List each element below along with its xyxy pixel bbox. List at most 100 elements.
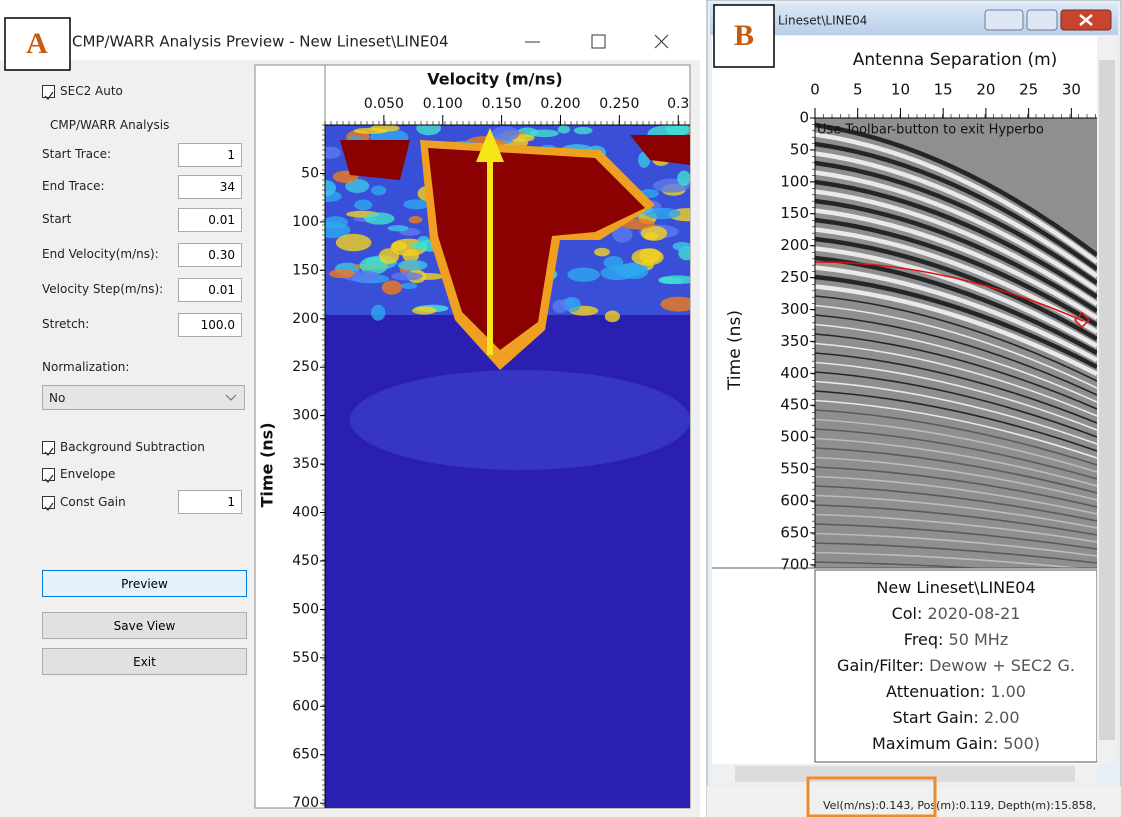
maximize[interactable] (1027, 10, 1057, 30)
y-tick-label: 500 (780, 428, 809, 446)
y-axis-title: Time (ns) (725, 310, 745, 391)
y-tick-label: 700 (780, 555, 809, 573)
y-tick-label: 300 (292, 408, 319, 424)
y-tick-label: 100 (780, 172, 809, 190)
y-tick-label: 50 (301, 165, 319, 181)
input[interactable]: 34 (178, 175, 242, 199)
y-tick-label: 150 (780, 204, 809, 222)
field-label: Start (42, 212, 71, 226)
input[interactable]: 0.01 (178, 208, 242, 232)
check (43, 501, 54, 512)
info-line: Freq: 50 MHz (815, 630, 1097, 649)
checkbox-label: Envelope (60, 467, 115, 481)
y-tick-label: 500 (292, 601, 319, 617)
radargram (815, 118, 1097, 584)
heat-patch (353, 128, 387, 134)
heat-patch (558, 125, 571, 133)
page: {"panel_a": { "label": "A", "window_titl… (0, 0, 1121, 817)
info-line: Start Gain: 2.00 (815, 708, 1097, 727)
heat-core (340, 140, 410, 180)
heat-patch (336, 234, 372, 251)
y-tick-label: 550 (780, 460, 809, 478)
field-label: End Trace: (42, 179, 105, 193)
info-label: Freq: (904, 630, 944, 649)
heat-fade (350, 370, 690, 470)
heat-patch (677, 171, 691, 186)
x-tick-label: 0.150 (482, 96, 522, 112)
info-label: Start Gain: (892, 708, 978, 727)
checkbox[interactable] (42, 441, 55, 454)
x-tick-label: 25 (1019, 81, 1038, 99)
y-tick-label: 400 (780, 364, 809, 382)
heat-patch (398, 260, 428, 271)
x-tick-label: 10 (891, 81, 910, 99)
checkbox[interactable] (42, 468, 55, 481)
info-label: Maximum Gain: (872, 734, 998, 753)
x-tick-label: 0.3 (667, 96, 689, 112)
input[interactable]: 0.01 (178, 278, 242, 302)
select[interactable]: No (42, 385, 245, 410)
checkbox-label: Background Subtraction (60, 440, 205, 454)
info-line: Gain/Filter: Dewow + SEC2 G. (815, 656, 1097, 675)
heat-patch (567, 268, 600, 282)
input[interactable]: 1 (178, 143, 242, 167)
button[interactable]: Preview (42, 570, 247, 597)
select-value: No (49, 391, 65, 405)
checkbox[interactable] (42, 85, 55, 98)
field-label: Stretch: (42, 317, 89, 331)
check (43, 446, 54, 457)
y-tick-label: 450 (780, 396, 809, 414)
y-tick-label: 650 (780, 523, 809, 541)
heat-patch (329, 269, 355, 278)
info-value: 1.00 (990, 682, 1026, 701)
info-value: 2020-08-21 (927, 604, 1020, 623)
v-scroll-thumb[interactable] (1099, 60, 1115, 740)
y-tick-label: 650 (292, 747, 319, 763)
button[interactable]: Save View (42, 612, 247, 639)
heat-patch (574, 127, 593, 134)
x-tick-label: 15 (934, 81, 953, 99)
heat-patch (354, 200, 372, 211)
check-mark (45, 92, 53, 99)
y-tick-label: 350 (780, 332, 809, 350)
info-label: Col: (892, 604, 923, 623)
info-line: Maximum Gain: 500) (815, 734, 1097, 753)
y-tick-label: 200 (292, 311, 319, 327)
button[interactable]: Exit (42, 648, 247, 675)
heat-patch (409, 216, 423, 223)
input[interactable]: 1 (178, 490, 242, 514)
input[interactable]: 100.0 (178, 313, 242, 337)
heat-patch (401, 283, 418, 289)
heat-patch (364, 212, 394, 224)
y-tick-label: 50 (790, 140, 809, 158)
check-mark (45, 475, 53, 482)
info-value: 500) (1003, 734, 1040, 753)
x-tick-label: 0.100 (423, 96, 463, 112)
info-line: Col: 2020-08-21 (815, 604, 1097, 623)
window-title: Lineset\LINE04 (778, 14, 867, 28)
y-tick-label: 550 (292, 650, 319, 666)
checkbox[interactable] (42, 496, 55, 509)
heat-patch (605, 311, 620, 323)
checkbox-label: SEC2 Auto (60, 84, 123, 98)
heat-patch (411, 243, 427, 249)
heatmap (313, 121, 704, 808)
checkbox-label: Const Gain (60, 495, 126, 509)
y-tick-label: 150 (292, 262, 319, 278)
heat-patch (371, 186, 386, 196)
heat-patch (530, 129, 559, 137)
heat-patch (371, 305, 385, 321)
y-tick-label: 700 (292, 795, 319, 811)
window-title: CMP/WARR Analysis Preview - New Lineset\… (72, 33, 449, 51)
y-tick-label: 100 (292, 214, 319, 230)
info-title: New Lineset\LINE04 (815, 578, 1097, 597)
minimize[interactable] (985, 10, 1023, 30)
x-axis-title: Velocity (m/ns) (427, 70, 563, 89)
heat-patch (673, 242, 692, 251)
heat-patch (403, 199, 429, 209)
h-scroll-thumb[interactable] (735, 766, 1075, 782)
input[interactable]: 0.30 (178, 243, 242, 267)
info-label: Attenuation: (886, 682, 985, 701)
check-mark (45, 448, 53, 455)
y-tick-label: 250 (780, 268, 809, 286)
